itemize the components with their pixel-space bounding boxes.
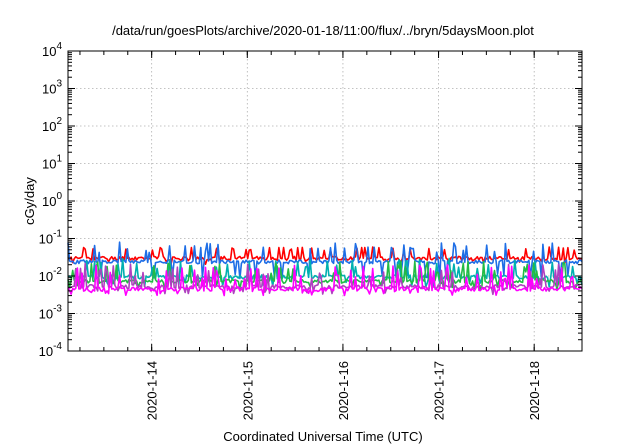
y-tick-label: 101 [42,154,62,172]
y-tick-label: 100 [42,191,62,209]
x-tick-label: 2020-1-16 [336,361,351,420]
series-line-4 [67,260,583,291]
y-tick-label: 103 [42,79,62,97]
x-axis: 2020-1-14 2020-1-15 2020-1-16 2020-1-17 2020… [79,51,583,420]
x-tick-label: 2020-1-15 [240,361,255,420]
y-axis: 10-4 10-3 10-2 10-1 100 101 102 103 104 [39,41,582,359]
chart-title: /data/run/goesPlots/archive/2020-01-18/1… [112,23,534,38]
x-tick-label: 2020-1-17 [432,361,447,420]
y-tick-label: 10-4 [39,341,63,359]
series-layer [67,241,583,297]
y-axis-label: cGy/day [22,177,37,225]
y-tick-label: 10-1 [39,229,63,247]
series-line-6 [67,264,583,297]
y-tick-label: 102 [42,116,62,134]
y-tick-label: 104 [42,41,62,59]
x-tick-label: 2020-1-14 [145,361,160,420]
y-tick-label: 10-2 [39,266,63,284]
x-tick-label: 2020-1-18 [527,361,542,420]
y-tick-label: 10-3 [39,304,63,322]
x-axis-label: Coordinated Universal Time (UTC) [223,429,422,444]
